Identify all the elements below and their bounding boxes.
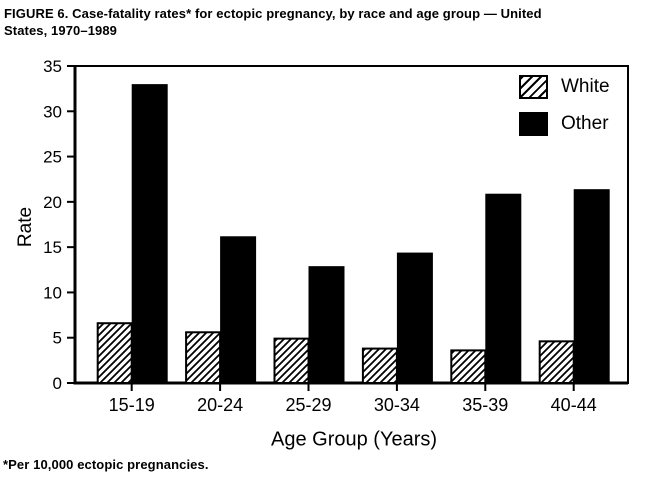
x-axis: 15-19 20-24 25-29 30-34 35-39 40-44 bbox=[109, 383, 597, 415]
x-tick-label: 20-24 bbox=[197, 395, 243, 415]
x-tick-label: 15-19 bbox=[109, 395, 155, 415]
bar-white-25-29 bbox=[273, 337, 310, 384]
x-tick-label: 35-39 bbox=[462, 395, 508, 415]
y-tick-label: 10 bbox=[43, 283, 62, 302]
x-tick-label: 25-29 bbox=[285, 395, 331, 415]
y-tick-label: 35 bbox=[43, 57, 62, 76]
bar-white-40-44 bbox=[538, 340, 575, 384]
y-axis-title: Rate bbox=[15, 206, 36, 248]
legend-item-white: White bbox=[519, 75, 610, 99]
y-axis: 0 5 10 15 20 25 30 35 bbox=[43, 57, 75, 393]
bar-other-30-34 bbox=[396, 252, 433, 383]
bar-other-25-29 bbox=[308, 266, 345, 383]
white-series-swatch bbox=[519, 75, 548, 99]
y-tick-label: 15 bbox=[43, 238, 62, 257]
y-tick-label: 5 bbox=[53, 329, 62, 348]
bar-white-30-34 bbox=[361, 347, 398, 384]
other-series-swatch bbox=[519, 112, 548, 136]
bar-other-20-24 bbox=[220, 236, 257, 383]
bar-white-15-19 bbox=[96, 322, 133, 385]
footnote: *Per 10,000 ectopic pregnancies. bbox=[3, 457, 209, 472]
bar-other-40-44 bbox=[573, 189, 610, 383]
y-tick-label: 25 bbox=[43, 148, 62, 167]
bar-white-35-39 bbox=[450, 349, 487, 384]
bar-other-35-39 bbox=[485, 193, 522, 383]
legend-item-other: Other bbox=[519, 112, 610, 136]
legend: White Other bbox=[519, 75, 610, 149]
legend-label-white: White bbox=[561, 76, 610, 97]
x-axis-title: Age Group (Years) bbox=[270, 428, 438, 451]
y-tick-label: 20 bbox=[43, 193, 62, 212]
x-tick-label: 40-44 bbox=[551, 395, 597, 415]
figure-title: FIGURE 6. Case-fatality rates* for ectop… bbox=[4, 6, 542, 38]
legend-label-other: Other bbox=[561, 113, 609, 134]
bar-white-20-24 bbox=[185, 331, 222, 384]
y-tick-label: 0 bbox=[53, 374, 62, 393]
x-tick-label: 30-34 bbox=[374, 395, 420, 415]
y-tick-label: 30 bbox=[43, 102, 62, 121]
bars bbox=[96, 84, 610, 385]
bar-other-15-19 bbox=[131, 84, 168, 383]
